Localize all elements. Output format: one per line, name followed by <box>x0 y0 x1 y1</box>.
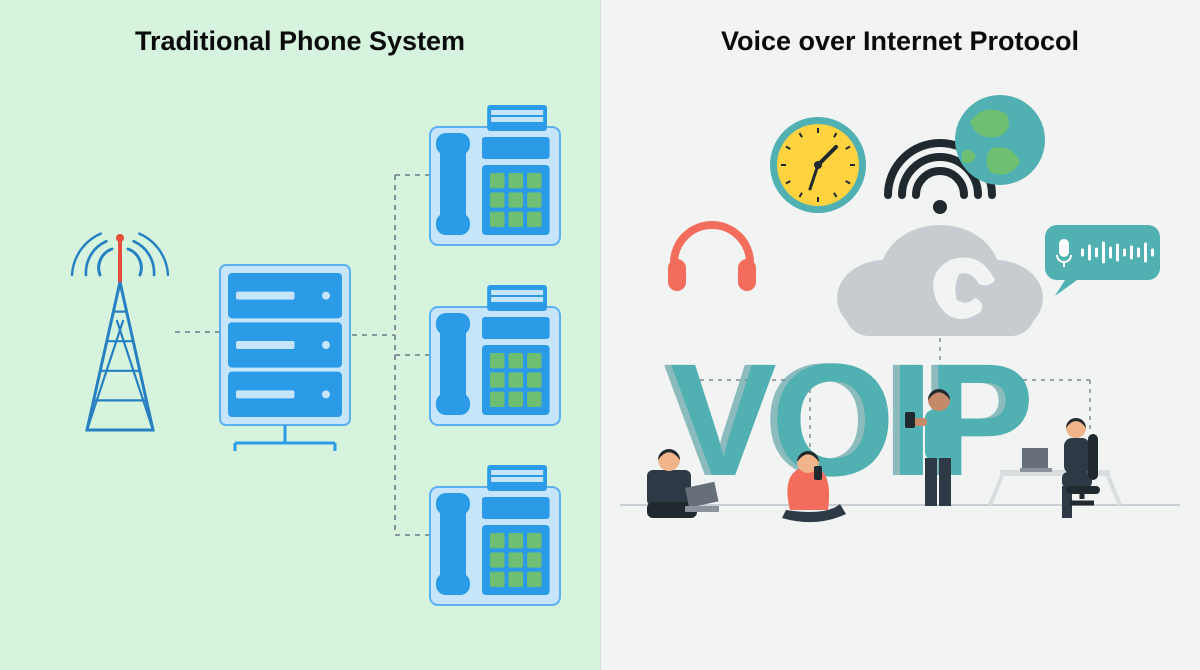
phone-icon <box>430 105 560 245</box>
cloud-icon <box>837 225 1043 336</box>
phone-icon <box>430 285 560 425</box>
server-icon <box>220 265 350 451</box>
svg-text:VOIP: VOIP <box>670 330 1030 509</box>
voip-text: VOIPVOIP <box>663 330 1030 509</box>
tower-icon <box>72 234 168 430</box>
diagram-canvas: VOIPVOIP <box>0 0 1200 670</box>
voice-bubble-icon <box>1045 225 1160 296</box>
clock-icon <box>770 117 866 213</box>
headphones-icon <box>668 225 756 291</box>
globe-icon <box>955 95 1045 185</box>
phone-icon <box>430 465 560 605</box>
